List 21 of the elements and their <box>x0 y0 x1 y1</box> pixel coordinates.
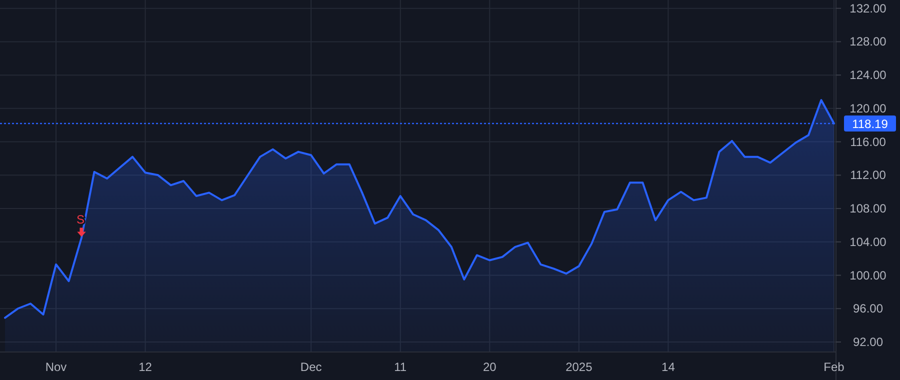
y-tick-label: 124.00 <box>850 68 887 82</box>
ref-line-label: 118.19 <box>852 117 888 132</box>
x-tick-label: 20 <box>482 360 497 374</box>
x-tick-label: 2025 <box>566 360 593 374</box>
y-tick-label: 108.00 <box>850 202 887 216</box>
x-tick-label: 14 <box>662 360 676 374</box>
x-tick-label: 11 <box>394 360 407 374</box>
y-tick-label: 100.00 <box>850 268 887 282</box>
y-tick-label: 132.00 <box>850 1 887 16</box>
x-tick-label: Nov <box>45 360 67 374</box>
y-tick-label: 128.00 <box>850 34 887 49</box>
y-tick-label: 92.00 <box>852 334 884 349</box>
annotation: S <box>76 212 85 227</box>
y-tick-label: 112.00 <box>850 168 886 182</box>
y-tick-label: 96.00 <box>852 302 884 316</box>
x-tick-label: Feb <box>824 360 845 374</box>
y-tick-label: 116.00 <box>850 134 886 149</box>
x-tick-label: Dec <box>300 360 322 374</box>
y-tick-label: 104.00 <box>850 234 887 249</box>
y-tick-label: 120.00 <box>850 101 887 116</box>
x-tick-label: 12 <box>138 360 152 374</box>
